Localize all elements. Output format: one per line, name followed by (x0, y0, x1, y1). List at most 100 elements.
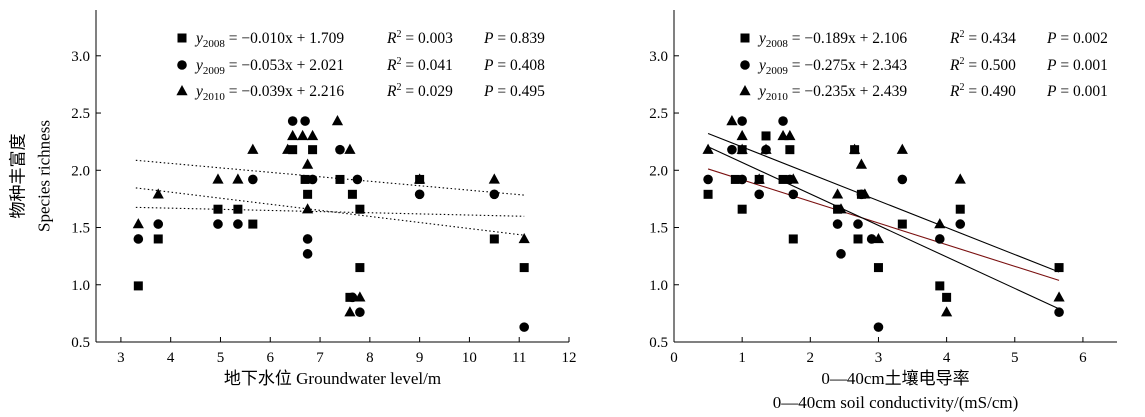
data-point-2008 (873, 263, 883, 273)
x-tick-label: 4 (167, 350, 175, 366)
data-point-2008 (153, 234, 163, 244)
r-squared-2008: R2 = 0.434 (949, 29, 1016, 47)
data-point-2008 (833, 204, 843, 214)
data-point-2009 (489, 189, 500, 200)
data-point-2008 (288, 145, 298, 155)
p-value-2010: P = 0.495 (483, 83, 545, 100)
data-point-2010 (247, 143, 259, 154)
data-point-2008 (248, 219, 258, 229)
p-value-2008: P = 0.839 (483, 30, 545, 47)
data-point-2010 (1053, 291, 1065, 302)
y-tick-label: 0.5 (649, 335, 668, 351)
data-point-2008 (897, 219, 907, 229)
regression-equation-2008: y2008 = −0.189x + 2.106 (757, 30, 907, 50)
r-squared-2008: R2 = 0.003 (386, 29, 453, 47)
legend-marker-2008 (740, 33, 750, 43)
data-point-2010 (736, 129, 748, 141)
data-point-2009 (347, 292, 358, 303)
data-point-2010 (849, 143, 861, 154)
data-point-2010 (831, 188, 844, 199)
data-point-2009 (1054, 307, 1064, 318)
left-scatter-panel: 3 4 5 6 7 8 9 10 11 12 0.5 1.0 1.5 2.0 2.5 3.0 地下水位 Grou… (9, 10, 577, 388)
data-point-2009 (302, 249, 313, 259)
regression-equation-2009: y2009 = −0.275x + 2.343 (757, 57, 907, 77)
data-point-2009 (248, 174, 258, 185)
data-point-2010 (753, 173, 765, 184)
x-tick-label: 6 (1079, 350, 1087, 366)
data-point-2009 (897, 174, 908, 185)
x-tick-label: 11 (512, 350, 526, 366)
data-point-2010 (302, 203, 314, 214)
data-point-2008 (935, 281, 945, 291)
fit-line-2008 (707, 168, 1060, 281)
data-point-2010 (896, 143, 908, 154)
data-point-2008 (233, 204, 243, 214)
right-scatter-panel: 0 1 2 3 4 5 6 0.5 1.0 1.5 2.0 2.5 3.0 0—40cm土壤电导率 0—40… (649, 10, 1117, 412)
r-squared-2009: R2 = 0.041 (386, 56, 453, 74)
x-tick-label: 1 (738, 350, 746, 366)
y-axis-label-en: Species richness (35, 120, 54, 232)
data-point-2010 (302, 158, 314, 169)
data-point-2010 (784, 129, 796, 141)
data-point-2009 (737, 116, 747, 126)
data-point-2009 (355, 307, 365, 318)
fit-line-2010 (135, 159, 525, 196)
data-point-2009 (153, 219, 164, 229)
data-point-2009 (935, 234, 945, 244)
data-point-2010 (152, 188, 164, 199)
x-axis-label: 0—40cm土壤电导率 (821, 368, 969, 388)
x-tick-label: 6 (267, 350, 275, 366)
r-squared-2010: R2 = 0.490 (949, 82, 1016, 100)
legend-marker-2008 (177, 33, 187, 43)
y-axis-label-cn: 物种丰富度 (9, 134, 28, 219)
regression-equation-2010: y2010 = −0.039x + 2.216 (194, 83, 344, 103)
x-tick-label: 3 (117, 350, 125, 366)
data-point-2008 (955, 204, 965, 214)
x-tick-label: 7 (316, 350, 324, 366)
data-point-2008 (300, 174, 310, 184)
data-point-2009 (754, 189, 764, 200)
data-point-2010 (306, 129, 319, 141)
data-point-2010 (934, 218, 946, 229)
data-point-2009 (873, 322, 884, 332)
data-point-2008 (133, 281, 143, 291)
x-tick-label: 4 (943, 350, 951, 366)
data-point-2009 (853, 219, 863, 229)
data-point-2009 (287, 116, 298, 126)
p-value-2008: P = 0.002 (1046, 30, 1108, 47)
data-point-2008 (1054, 263, 1064, 273)
fit-line-2009 (707, 146, 1060, 310)
data-point-2010 (212, 173, 224, 184)
data-point-2008 (303, 189, 313, 199)
data-point-2008 (213, 204, 223, 214)
data-point-2010 (488, 173, 500, 184)
data-point-2010 (344, 306, 356, 317)
fit-line-2010 (707, 132, 1060, 273)
data-point-2009 (955, 219, 966, 229)
x-tick-label: 0 (670, 350, 678, 366)
x-tick-label: 5 (1011, 350, 1019, 366)
x-tick-label: 9 (416, 350, 424, 366)
data-point-2009 (302, 234, 313, 244)
r-squared-2010: R2 = 0.029 (386, 82, 453, 100)
p-value-2009: P = 0.408 (483, 57, 545, 74)
data-point-2009 (233, 219, 243, 229)
y-tick-label: 2.0 (71, 163, 90, 179)
data-point-2010 (414, 173, 426, 184)
data-point-2010 (331, 115, 344, 126)
data-point-2008 (355, 204, 365, 214)
legend-marker-2010 (176, 85, 188, 96)
y-tick-label: 3.0 (649, 49, 668, 65)
data-point-2009 (727, 144, 737, 155)
data-point-2008 (519, 263, 529, 273)
data-point-2010 (726, 115, 738, 126)
fit-line-2008 (135, 206, 525, 217)
data-point-2008 (489, 234, 499, 244)
data-point-2010 (736, 143, 748, 154)
data-point-2009 (703, 174, 713, 185)
regression-equation-2009: y2009 = −0.053x + 2.021 (194, 57, 344, 77)
data-point-2009 (300, 116, 310, 126)
data-point-2009 (133, 234, 144, 244)
data-point-2008 (761, 131, 771, 141)
y-tick-label: 3.0 (71, 49, 90, 65)
